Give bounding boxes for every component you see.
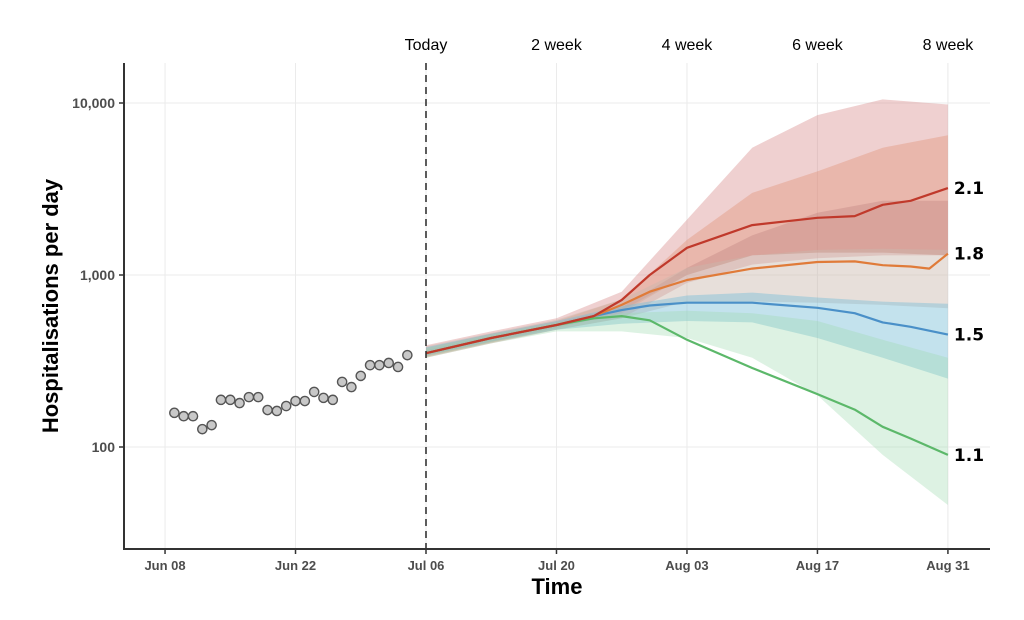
band-r-2-1	[426, 99, 948, 358]
x-tick-label: Jul 06	[408, 558, 445, 573]
end-label-r-1-8: 1.8	[954, 245, 984, 265]
band-r-1-1	[426, 310, 948, 505]
observed-point	[374, 359, 385, 371]
observed-point	[346, 381, 357, 393]
x-tick-label: Jun 22	[275, 558, 316, 573]
x-axis-title: Time	[532, 574, 583, 599]
observed-points	[169, 349, 413, 435]
uncertainty-bands	[426, 99, 948, 505]
y-tick-label: 1,000	[80, 267, 115, 283]
observed-point	[252, 391, 264, 403]
line-r-2-1	[425, 187, 949, 355]
observed-point	[234, 397, 245, 409]
observed-point	[290, 395, 301, 407]
x-tick-label: Jun 08	[144, 558, 185, 573]
band-r-2-1	[426, 200, 948, 356]
observed-point	[178, 410, 189, 422]
observed-point	[327, 394, 339, 406]
observed-point	[280, 400, 292, 412]
observed-point	[318, 392, 329, 404]
observed-point	[299, 395, 311, 407]
observed-point	[355, 370, 367, 382]
end-label-r-2-1: 2.1	[954, 179, 984, 199]
week-marker-label: 2 week	[531, 37, 583, 54]
week-marker-label: Today	[405, 37, 448, 54]
observed-point	[262, 404, 273, 416]
observed-point	[215, 394, 227, 406]
observed-point	[206, 419, 217, 431]
band-r-2-1	[426, 135, 948, 357]
band-r-1-5	[426, 292, 948, 379]
observed-point	[187, 410, 199, 422]
observed-point	[392, 361, 404, 373]
observed-point	[383, 357, 395, 369]
observed-point	[169, 407, 180, 419]
week-marker-label: 8 week	[923, 37, 975, 54]
x-tick-label: Aug 17	[796, 558, 839, 573]
y-tick-label: 100	[92, 439, 116, 455]
projection-lines	[425, 187, 949, 456]
observed-point	[308, 386, 320, 398]
band-r-1-8	[426, 248, 948, 357]
week-marker-label: 6 week	[792, 37, 844, 54]
observed-point	[336, 376, 348, 388]
end-label-r-1-1: 1.1	[954, 446, 984, 466]
tick-labels: 1.1 1.5 1.8 2.1 100 1,000 10,000 Jun 08 Jun 22 Ju…	[72, 37, 984, 573]
week-marker-label: 4 week	[662, 37, 714, 54]
end-label-r-1-5: 1.5	[954, 326, 984, 346]
y-tick-label: 10,000	[72, 95, 115, 111]
observed-point	[243, 391, 255, 403]
observed-point	[402, 349, 413, 361]
observed-point	[364, 359, 376, 371]
x-tick-label: Aug 31	[926, 558, 969, 573]
observed-point	[224, 394, 236, 406]
observed-point	[271, 405, 283, 417]
axes	[119, 63, 990, 554]
x-tick-label: Aug 03	[665, 558, 708, 573]
y-axis-title: Hospitalisations per day	[38, 178, 63, 433]
observed-point	[197, 423, 208, 435]
x-tick-label: Jul 20	[538, 558, 575, 573]
